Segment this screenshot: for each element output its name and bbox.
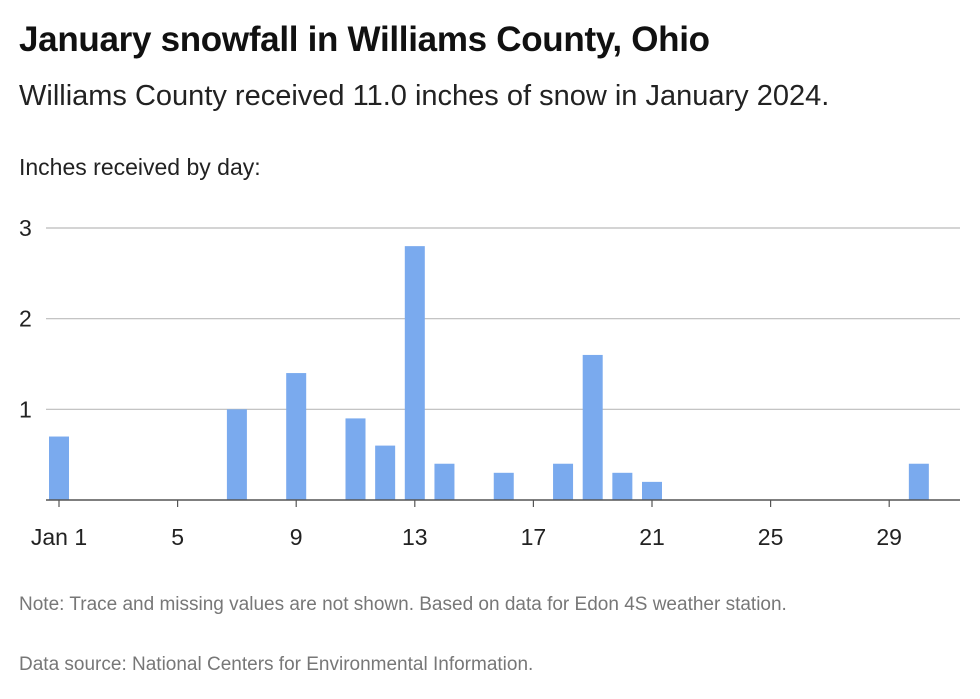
bar xyxy=(908,463,929,500)
grid-lines xyxy=(46,227,960,410)
y-tick-labels: 1 2 3 xyxy=(19,215,32,422)
bar xyxy=(49,436,69,500)
bar xyxy=(582,354,603,500)
x-tick-label: 5 xyxy=(171,524,184,550)
bar xyxy=(612,472,633,500)
x-tick-label: 17 xyxy=(521,524,547,550)
x-tick-label: 13 xyxy=(402,524,428,550)
x-tick-label: 21 xyxy=(639,524,665,550)
data-source: Data source: National Centers for Enviro… xyxy=(19,654,534,675)
bar xyxy=(493,472,514,500)
x-tick-label: 29 xyxy=(876,524,902,550)
x-tick-label: 25 xyxy=(758,524,784,550)
y-tick-label: 3 xyxy=(19,215,32,241)
bar xyxy=(345,418,366,500)
bar xyxy=(226,409,247,500)
x-tick-labels: Jan 1 5 9 13 17 21 25 29 xyxy=(31,524,902,550)
y-tick-label: 1 xyxy=(19,396,32,422)
bar xyxy=(286,373,307,500)
bar xyxy=(404,246,425,500)
y-axis-caption: Inches received by day: xyxy=(19,154,261,180)
bar xyxy=(642,481,662,500)
chart-subtitle: Williams County received 11.0 inches of … xyxy=(19,80,830,112)
x-axis xyxy=(46,499,960,507)
x-tick-label: Jan 1 xyxy=(31,524,87,550)
chart-note: Note: Trace and missing values are not s… xyxy=(19,594,787,615)
bar xyxy=(434,463,455,500)
bars xyxy=(49,246,929,500)
y-tick-label: 2 xyxy=(19,306,32,332)
bar-chart: 1 2 3 Jan 1 5 9 13 17 21 25 29 xyxy=(19,215,960,550)
bar xyxy=(375,445,396,500)
bar xyxy=(553,463,574,500)
chart-title: January snowfall in Williams County, Ohi… xyxy=(19,20,710,59)
x-tick-label: 9 xyxy=(290,524,303,550)
